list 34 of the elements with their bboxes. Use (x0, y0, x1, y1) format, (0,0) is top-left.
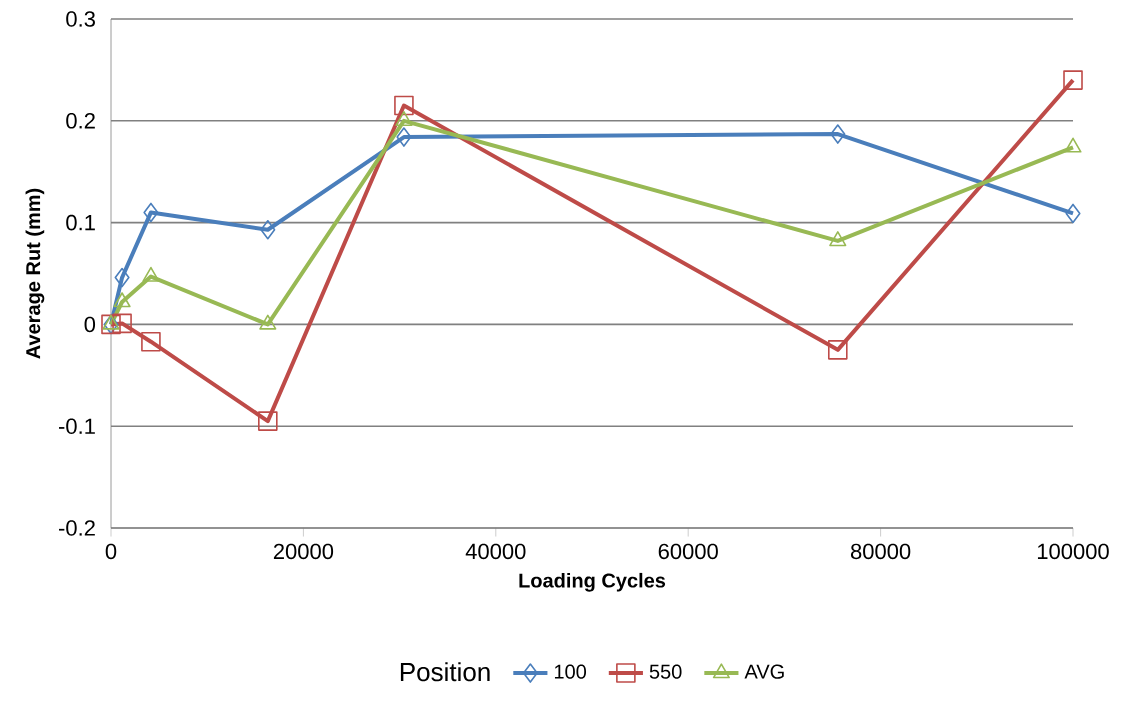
point (395, 111, 413, 127)
y-tick-label: 0.1 (66, 214, 95, 231)
x-tick-label: 20000 (273, 543, 334, 560)
x-tick-label: 80000 (850, 543, 911, 560)
y-axis-title: Average Rut (mm) (25, 188, 45, 359)
x-tick-label: 60000 (658, 543, 718, 560)
x-tick-label: 0 (105, 543, 117, 560)
x-tick-label: 40000 (465, 543, 526, 560)
point (1063, 70, 1083, 90)
point (394, 95, 414, 116)
x-tick-label: 100000 (1037, 543, 1109, 560)
y-tick-label: 0.2 (66, 113, 95, 129)
x-axis-title: Loading Cycles (519, 572, 666, 592)
point (260, 219, 276, 240)
legend-label: 550 (649, 664, 682, 679)
point (112, 313, 132, 334)
y-tick-label: -0.2 (59, 520, 95, 536)
y-tick-label: 0.3 (66, 11, 95, 27)
point (143, 202, 159, 223)
legend-label: 100 (554, 664, 587, 679)
point (396, 127, 412, 147)
point (1064, 137, 1082, 153)
y-tick-label: 0 (84, 316, 96, 333)
point (1065, 203, 1081, 224)
point (830, 124, 846, 144)
point (258, 411, 278, 431)
point (114, 267, 130, 288)
legend-label: AVG (744, 664, 784, 679)
legend-title: Position (400, 662, 490, 682)
y-tick-label: -0.1 (59, 418, 95, 434)
point (113, 292, 131, 308)
point (829, 231, 847, 247)
point (141, 331, 161, 352)
point (828, 340, 848, 360)
